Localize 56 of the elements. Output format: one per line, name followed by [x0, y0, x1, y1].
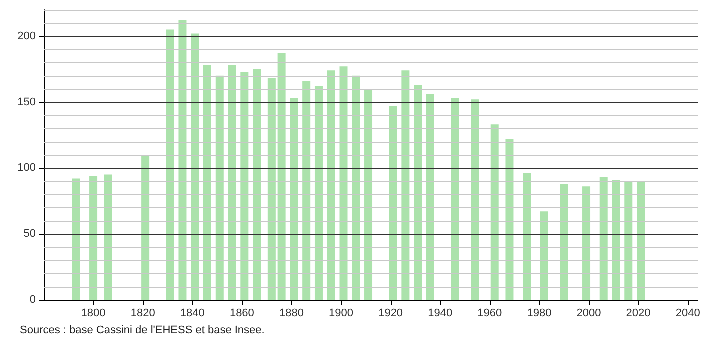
bar [302, 81, 311, 300]
x-tick-label: 1900 [329, 308, 354, 320]
bar [451, 98, 460, 300]
bar [90, 176, 98, 300]
x-tick-label: 1960 [478, 308, 502, 320]
x-tick-label: 1800 [81, 308, 106, 320]
bar [364, 90, 373, 300]
bar [253, 69, 262, 300]
bar [191, 34, 200, 300]
bar [389, 106, 398, 300]
bar [560, 184, 568, 300]
bar [352, 76, 360, 300]
x-tick-label: 2040 [676, 308, 700, 320]
bar [414, 85, 422, 300]
bar [600, 177, 608, 300]
bar [540, 212, 548, 300]
bar [240, 72, 249, 300]
bar [166, 30, 174, 300]
bar [426, 94, 434, 300]
x-tick-label: 1860 [230, 308, 254, 320]
x-tick-label: 1940 [428, 308, 453, 320]
bar [314, 86, 323, 300]
bar [216, 76, 224, 300]
x-tick-label: 1840 [180, 308, 205, 320]
y-tick-label: 50 [24, 228, 36, 240]
x-tick-label: 2000 [576, 308, 602, 320]
bar [624, 181, 633, 300]
bar [523, 173, 532, 300]
bar [340, 66, 348, 300]
x-tick-label: 2020 [626, 308, 651, 320]
x-tick-label: 1980 [527, 308, 552, 320]
source-note: Sources : base Cassini de l'EHESS et base Insee. [20, 324, 265, 336]
bar [72, 178, 80, 300]
bar [490, 124, 499, 300]
bar [104, 174, 112, 300]
bar [506, 139, 514, 300]
bar [582, 186, 591, 300]
bar [228, 65, 236, 300]
x-tick-label: 1880 [279, 308, 304, 320]
y-tick-label: 0 [30, 294, 36, 306]
y-tick-label: 100 [18, 162, 36, 174]
bar [637, 181, 646, 300]
bar [142, 156, 150, 300]
bar [290, 98, 298, 300]
bar [278, 54, 286, 300]
bar [178, 20, 187, 300]
bar [268, 78, 276, 300]
bar [402, 70, 410, 300]
bar [471, 100, 480, 300]
bar [612, 180, 620, 300]
bar [327, 70, 336, 300]
x-tick-label: 1820 [130, 308, 156, 320]
y-tick-label: 150 [18, 96, 36, 108]
y-tick-label: 200 [18, 30, 36, 42]
bar [204, 65, 212, 300]
x-tick-label: 1920 [378, 308, 404, 320]
